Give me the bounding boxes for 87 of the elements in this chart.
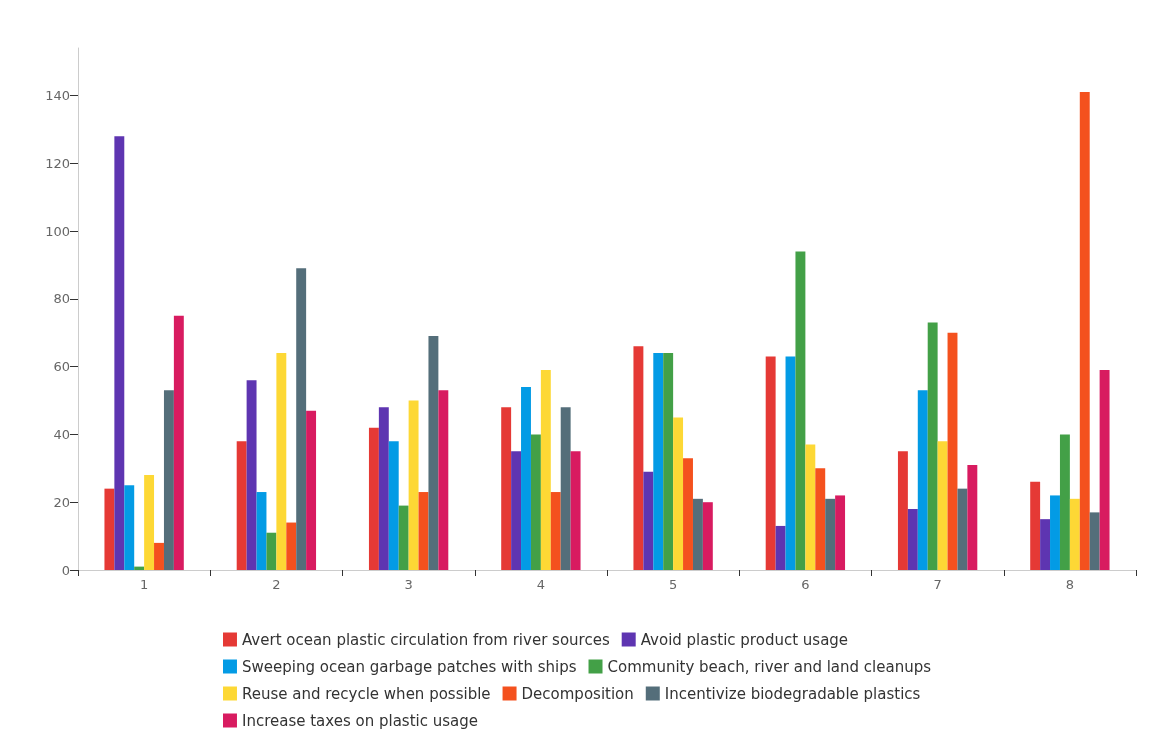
x-tick-label: 2 bbox=[272, 577, 281, 592]
bar bbox=[398, 505, 409, 570]
bar bbox=[1099, 370, 1110, 570]
bar bbox=[1030, 481, 1041, 570]
x-tick-label: 6 bbox=[801, 577, 810, 592]
bar bbox=[653, 353, 664, 570]
x-tick-label: 8 bbox=[1065, 577, 1075, 592]
bar bbox=[570, 451, 581, 570]
bar bbox=[124, 485, 135, 570]
bar bbox=[286, 522, 297, 570]
bar bbox=[1079, 92, 1090, 570]
bar bbox=[1089, 512, 1100, 570]
bar bbox=[1069, 498, 1080, 570]
bar bbox=[104, 488, 115, 570]
bar bbox=[560, 407, 571, 570]
x-tick-label: 5 bbox=[668, 577, 678, 592]
bar bbox=[246, 380, 257, 570]
y-tick-label: 40 bbox=[53, 426, 70, 442]
bar bbox=[521, 386, 531, 570]
bar bbox=[805, 444, 816, 570]
bar bbox=[154, 542, 164, 570]
bar bbox=[917, 390, 928, 570]
bar bbox=[967, 464, 978, 570]
bar bbox=[296, 268, 307, 570]
bar bbox=[643, 471, 654, 570]
bar bbox=[702, 502, 713, 570]
bar bbox=[815, 468, 826, 570]
legend-label: Reuse and recycle when possible bbox=[241, 684, 491, 703]
y-tick-label: 60 bbox=[53, 359, 70, 375]
bar bbox=[408, 400, 419, 570]
legend-label: Increase taxes on plastic usage bbox=[241, 711, 478, 730]
legend-label: Decomposition bbox=[521, 684, 634, 703]
bar bbox=[114, 136, 125, 570]
bar bbox=[501, 407, 512, 570]
bar bbox=[692, 498, 703, 570]
x-tick-label: 1 bbox=[139, 577, 149, 592]
bar bbox=[428, 336, 439, 570]
bar bbox=[663, 353, 674, 570]
bar bbox=[1059, 434, 1070, 570]
y-tick-label: 100 bbox=[45, 223, 70, 239]
y-tick-label: 140 bbox=[45, 87, 70, 103]
bar bbox=[795, 251, 806, 570]
y-tick-label: 120 bbox=[45, 155, 70, 171]
bar bbox=[1040, 519, 1051, 570]
x-tick-label: 4 bbox=[536, 577, 546, 592]
y-tick-label: 0 bbox=[61, 562, 70, 578]
bar bbox=[540, 370, 551, 570]
bar bbox=[418, 492, 429, 570]
bar bbox=[530, 434, 541, 570]
bar bbox=[835, 495, 846, 570]
bar bbox=[368, 427, 379, 570]
bar bbox=[683, 458, 693, 570]
bar bbox=[1050, 495, 1060, 570]
bar bbox=[785, 356, 796, 570]
bar bbox=[825, 498, 836, 570]
bar bbox=[673, 417, 684, 570]
x-tick-label: 7 bbox=[933, 577, 942, 592]
bar bbox=[511, 451, 522, 570]
y-tick-label: 20 bbox=[53, 494, 70, 510]
legend-label: Avert ocean plastic circulation from river sources bbox=[241, 630, 610, 649]
bar bbox=[388, 441, 399, 570]
bar bbox=[173, 315, 184, 570]
bar bbox=[306, 410, 317, 570]
bar bbox=[550, 492, 561, 570]
bar bbox=[927, 322, 938, 570]
bar bbox=[937, 441, 948, 570]
bar bbox=[907, 508, 918, 570]
legend-label: Incentivize biodegradable plastics bbox=[664, 684, 921, 703]
bar bbox=[256, 492, 267, 570]
y-tick-label: 80 bbox=[53, 291, 70, 307]
bar bbox=[775, 525, 786, 570]
bar bbox=[947, 332, 958, 570]
bar bbox=[897, 451, 908, 570]
bar bbox=[438, 390, 449, 570]
bar bbox=[765, 356, 776, 570]
legend-label: Community beach, river and land cleanups bbox=[607, 657, 932, 676]
bar bbox=[266, 532, 277, 570]
legend-label: Avoid plastic product usage bbox=[640, 630, 849, 649]
bar bbox=[163, 390, 174, 570]
bar bbox=[144, 475, 155, 570]
bar bbox=[957, 488, 968, 570]
bar bbox=[236, 441, 247, 570]
bar bbox=[633, 346, 644, 570]
bar bbox=[378, 407, 389, 570]
x-tick-label: 3 bbox=[404, 577, 413, 592]
bar bbox=[276, 353, 287, 570]
legend-label: Sweeping ocean garbage patches with ships bbox=[241, 657, 577, 676]
